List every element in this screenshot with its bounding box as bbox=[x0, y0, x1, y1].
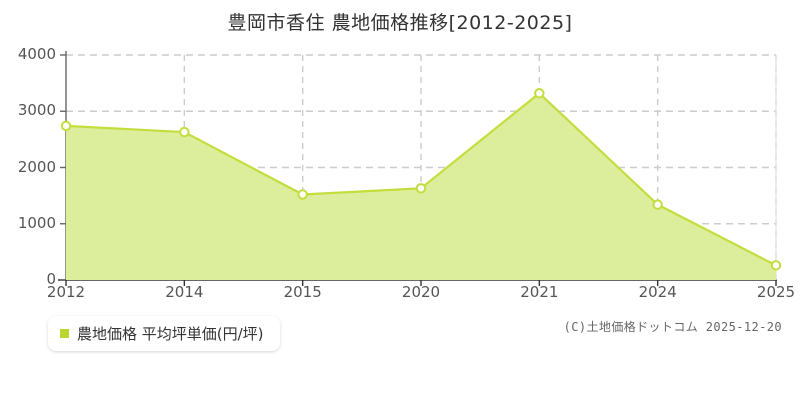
copyright-credit: (C)土地価格ドットコム 2025-12-20 bbox=[563, 320, 782, 334]
x-axis-tick-label: 2020 bbox=[401, 283, 441, 301]
x-axis-tick-label: 2015 bbox=[283, 283, 322, 301]
legend-label: 農地価格 平均坪単価(円/坪) bbox=[77, 325, 264, 343]
chart-legend[interactable]: 農地価格 平均坪単価(円/坪) bbox=[48, 316, 280, 351]
series-area bbox=[66, 93, 776, 280]
y-axis-tick-label: 3000 bbox=[17, 101, 56, 120]
data-point-marker bbox=[60, 120, 72, 132]
x-axis-tick-label: 2012 bbox=[46, 283, 86, 301]
data-point-marker bbox=[652, 199, 663, 210]
x-axis-tick-label: 2021 bbox=[520, 283, 559, 301]
data-point-marker bbox=[770, 260, 782, 271]
data-point-marker bbox=[415, 183, 427, 194]
y-axis-tick-label: 1000 bbox=[17, 213, 56, 232]
x-axis-tick-label: 2024 bbox=[638, 283, 677, 301]
y-axis-tick-label: 0 bbox=[46, 270, 56, 288]
series-markers bbox=[60, 88, 782, 271]
data-point-marker bbox=[179, 126, 190, 138]
chart-title: 豊岡市香住 農地価格推移[2012-2025] bbox=[0, 8, 800, 35]
data-point-marker bbox=[534, 88, 545, 99]
chart-title-main: 豊岡市香住 農地価格推移 bbox=[227, 12, 449, 34]
x-axis-tick-label: 2014 bbox=[165, 283, 204, 301]
chart-title-range: [2012-2025] bbox=[448, 12, 573, 34]
x-axis-tick-label: 2025 bbox=[756, 283, 796, 301]
y-axis-tick-label: 2000 bbox=[17, 157, 56, 176]
y-axis-tick-label: 4000 bbox=[17, 45, 56, 63]
legend-swatch-icon bbox=[60, 329, 69, 338]
series-area-path bbox=[66, 93, 776, 280]
data-point-marker bbox=[297, 189, 308, 200]
axis-ticks bbox=[60, 54, 777, 286]
